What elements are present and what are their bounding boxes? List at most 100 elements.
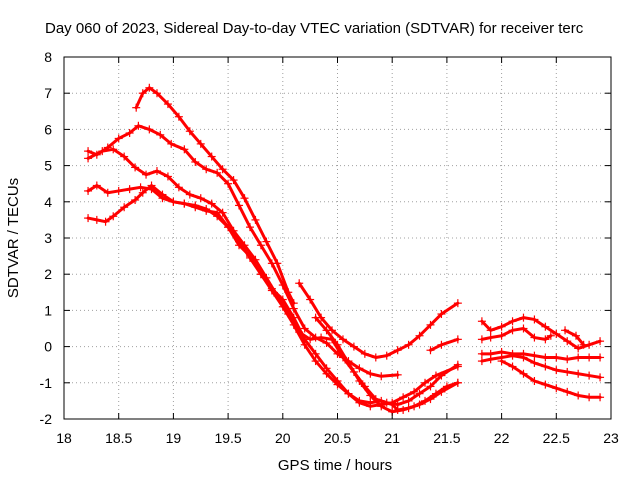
data-point — [344, 358, 353, 367]
data-point — [295, 279, 304, 288]
series-s6 — [311, 313, 462, 416]
series-s10 — [477, 351, 605, 382]
data-point — [349, 342, 358, 351]
series-s5 — [84, 181, 462, 414]
data-point — [571, 331, 580, 340]
y-tick-label: 5 — [44, 158, 52, 174]
data-point — [191, 201, 200, 210]
data-point — [120, 152, 129, 161]
data-point — [267, 286, 276, 295]
data-point — [267, 259, 276, 268]
axis-ticks — [63, 56, 612, 420]
data-point — [167, 139, 176, 148]
data-point — [132, 103, 141, 112]
series-line — [314, 316, 460, 414]
y-tick-label: 8 — [44, 49, 52, 65]
series-line — [86, 184, 460, 412]
data-point — [477, 357, 486, 366]
data-point — [338, 335, 347, 344]
data-point — [477, 349, 486, 358]
data-point — [519, 369, 528, 378]
data-point — [497, 357, 506, 366]
data-point — [256, 270, 265, 279]
data-point — [596, 373, 605, 382]
data-point — [530, 376, 539, 385]
data-point — [388, 400, 397, 409]
series-s9 — [477, 348, 605, 364]
data-point — [224, 179, 233, 188]
data-series — [84, 83, 605, 416]
data-point — [453, 299, 462, 308]
data-point — [235, 237, 244, 246]
data-point — [138, 188, 147, 197]
data-point — [256, 241, 265, 250]
y-axis-title: SDTVAR / TECUs — [5, 178, 22, 298]
data-point — [138, 89, 147, 98]
data-point — [530, 351, 539, 360]
data-point — [552, 353, 561, 362]
x-tick-label: 19 — [166, 430, 182, 446]
y-tick-label: 6 — [44, 121, 52, 137]
series-line — [86, 184, 460, 408]
data-point — [563, 367, 572, 376]
data-point — [574, 391, 583, 400]
data-point — [251, 215, 260, 224]
data-point — [120, 203, 129, 212]
x-tick-label: 19.5 — [214, 430, 241, 446]
data-point — [278, 295, 287, 304]
data-point — [541, 353, 550, 362]
data-point — [114, 186, 123, 195]
data-point — [311, 313, 320, 322]
data-point — [224, 223, 233, 232]
data-point — [421, 378, 430, 387]
data-point — [477, 317, 486, 326]
x-tick-label: 22 — [494, 430, 510, 446]
data-point — [185, 127, 194, 136]
data-point — [84, 214, 93, 223]
data-point — [453, 378, 462, 387]
data-point — [311, 349, 320, 358]
data-point — [92, 181, 101, 190]
series-s7 — [477, 313, 605, 353]
data-point — [360, 349, 369, 358]
data-point — [366, 398, 375, 407]
data-point — [278, 302, 287, 311]
data-point — [437, 340, 446, 349]
data-point — [278, 281, 287, 290]
data-point — [563, 337, 572, 346]
data-point — [579, 340, 588, 349]
data-point — [333, 340, 342, 349]
data-point — [101, 217, 110, 226]
data-point — [596, 337, 605, 346]
data-point — [207, 199, 216, 208]
data-point — [410, 387, 419, 396]
series-s4 — [84, 181, 462, 411]
data-point — [366, 391, 375, 400]
data-point — [333, 380, 342, 389]
data-point — [382, 351, 391, 360]
data-point — [377, 372, 386, 381]
data-point — [563, 355, 572, 364]
data-point — [202, 165, 211, 174]
data-point — [196, 139, 205, 148]
data-point — [185, 190, 194, 199]
data-point — [404, 396, 413, 405]
data-point — [574, 369, 583, 378]
y-tick-label: -1 — [40, 375, 53, 391]
data-point — [508, 326, 517, 335]
data-point — [306, 295, 315, 304]
data-point — [207, 152, 216, 161]
x-tick-label: 21.5 — [433, 430, 460, 446]
data-point — [546, 331, 555, 340]
data-point — [202, 205, 211, 214]
data-point — [103, 188, 112, 197]
data-point — [240, 194, 249, 203]
data-point — [431, 389, 440, 398]
data-point — [131, 163, 140, 172]
data-point — [508, 362, 517, 371]
data-point — [180, 145, 189, 154]
data-point — [322, 338, 331, 347]
data-point — [486, 326, 495, 335]
data-point — [596, 353, 605, 362]
